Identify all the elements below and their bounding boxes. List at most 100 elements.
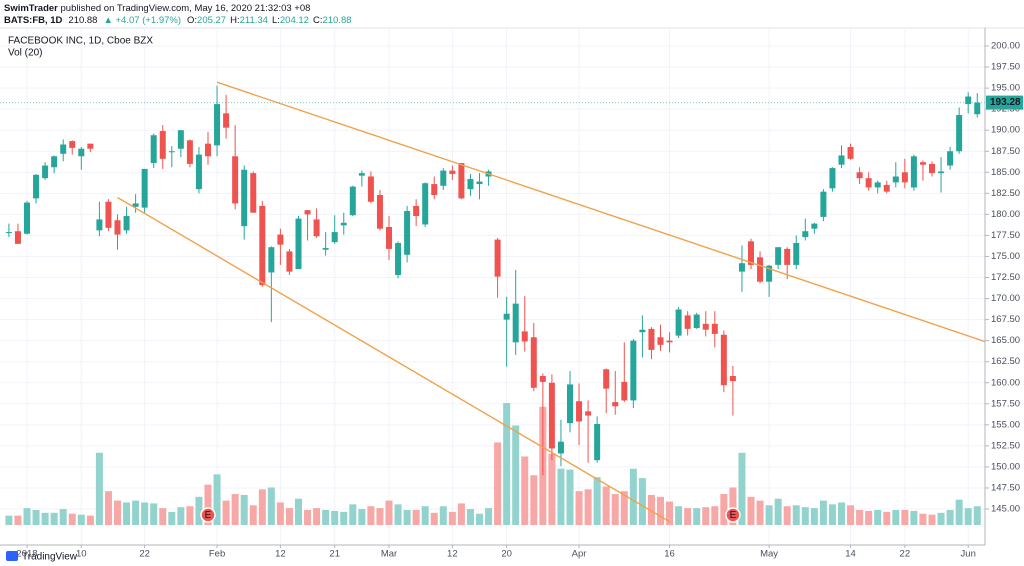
volume-bar	[828, 504, 836, 525]
candle-body	[639, 329, 646, 333]
volume-bar	[575, 491, 583, 525]
candle-body	[838, 155, 845, 165]
volume-bar	[892, 509, 900, 525]
volume-bar	[114, 500, 121, 525]
candle-body	[214, 104, 221, 146]
published: published on TradingView.com, May 16, 20…	[61, 3, 311, 14]
y-tick-label: 147.50	[991, 482, 1020, 493]
y-tick-label: 157.50	[991, 398, 1020, 409]
volume-bar	[756, 500, 764, 525]
volume-bar	[403, 509, 411, 525]
volume-bar	[258, 489, 266, 525]
volume-bar	[322, 509, 330, 525]
volume-bar	[783, 506, 791, 525]
volume-bar	[104, 491, 112, 525]
price: 210.88	[68, 15, 97, 26]
event-label: E	[730, 510, 737, 521]
candle-body	[503, 313, 510, 320]
x-tick-label: 20	[501, 549, 512, 560]
candle-body	[449, 170, 456, 174]
volume-legend: Vol (20)	[8, 48, 42, 59]
x-tick-label: 12	[275, 549, 286, 560]
author: SwimTrader	[4, 3, 58, 14]
volume-bar	[376, 508, 384, 525]
volume-bar	[856, 509, 864, 525]
candle-body	[820, 191, 827, 217]
candle-body	[268, 247, 275, 273]
volume-bar	[819, 500, 827, 525]
ohlc-value: 204.12	[280, 15, 309, 26]
header-line: SwimTrader published on TradingView.com,…	[4, 3, 310, 14]
y-tick-label: 187.50	[991, 146, 1020, 157]
volume-bar	[512, 425, 520, 525]
trendline	[216, 81, 985, 343]
volume-bar	[503, 403, 511, 525]
y-tick-label: 170.00	[991, 293, 1020, 304]
volume-bar	[349, 504, 357, 525]
candle-body	[766, 265, 773, 282]
candle-body	[467, 179, 474, 190]
y-tick-label: 152.50	[991, 440, 1020, 451]
candle-body	[431, 184, 438, 196]
candle-body	[512, 303, 519, 343]
volume-bar	[937, 512, 945, 525]
candle-body	[548, 382, 555, 449]
candle-body	[757, 257, 764, 282]
candle-body	[892, 176, 899, 183]
volume-bar	[557, 468, 565, 525]
volume-bar	[59, 509, 67, 525]
volume-bar	[367, 506, 375, 525]
y-tick-label: 165.00	[991, 335, 1020, 346]
volume-bar	[973, 506, 981, 525]
candle-body	[947, 151, 954, 166]
candle-body	[874, 182, 881, 188]
volume-bar	[810, 508, 818, 525]
logo-icon	[6, 551, 18, 561]
x-tick-label: Jun	[961, 549, 976, 560]
x-tick-label: Mar	[381, 549, 397, 560]
y-tick-label: 160.00	[991, 377, 1020, 388]
candle-body	[87, 143, 94, 149]
volume-bar	[765, 505, 773, 525]
y-tick-label: 185.00	[991, 167, 1020, 178]
x-tick-label: Apr	[572, 549, 587, 560]
x-tick-label: 14	[845, 549, 856, 560]
volume-bar	[584, 489, 592, 525]
volume-bar	[466, 509, 474, 525]
candle-body	[404, 211, 411, 255]
volume-bar	[340, 511, 348, 525]
candle-body	[901, 172, 908, 183]
volume-bar	[485, 508, 493, 525]
candle-body	[14, 231, 21, 244]
candle-body	[123, 216, 130, 231]
candle-body	[422, 183, 429, 225]
volume-bar	[123, 502, 131, 525]
volume-bar	[883, 511, 891, 525]
volume-bar	[928, 514, 936, 525]
last-price-label: 193.28	[990, 97, 1021, 108]
volume-bar	[684, 508, 692, 525]
candle-body	[802, 231, 809, 238]
candle-body	[539, 376, 546, 382]
volume-bar	[901, 509, 909, 525]
candle-body	[33, 174, 40, 199]
volume-bar	[620, 491, 628, 525]
volume-bar	[141, 502, 149, 525]
candle-body	[621, 381, 628, 401]
volume-bar	[702, 507, 710, 525]
y-tick-label: 162.50	[991, 356, 1020, 367]
candle-body	[530, 337, 537, 388]
candle-body	[440, 170, 447, 186]
candle-body	[675, 309, 682, 336]
candle-body	[738, 263, 745, 272]
volume-bar	[521, 456, 529, 525]
x-tick-label: 10	[76, 549, 87, 560]
y-tick-label: 197.50	[991, 62, 1020, 73]
volume-bar	[14, 515, 22, 525]
candle-body	[847, 147, 854, 159]
symbol-line: BATS:FB, 1D 210.88 ▲ +4.07 (+1.97%) O:205.2…	[4, 15, 352, 26]
candle-body	[729, 376, 736, 382]
candle-body	[974, 102, 981, 115]
volume-bar	[331, 510, 339, 525]
volume-bar	[231, 494, 239, 525]
